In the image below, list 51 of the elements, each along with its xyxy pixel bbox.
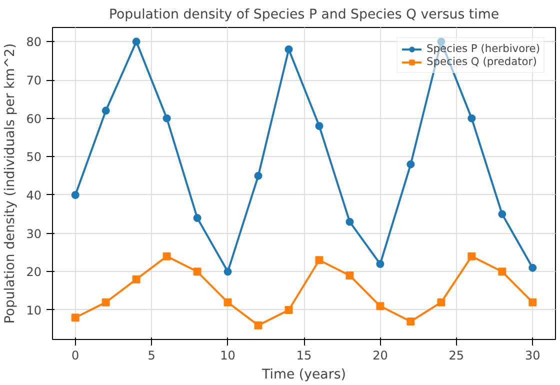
x-tick-label: 0 xyxy=(72,348,80,362)
x-tick-label: 10 xyxy=(220,348,236,362)
point xyxy=(406,317,415,326)
point xyxy=(376,302,384,310)
point xyxy=(132,38,140,46)
point xyxy=(468,114,476,122)
point xyxy=(315,122,324,130)
point xyxy=(437,298,446,306)
point xyxy=(224,268,232,276)
point xyxy=(193,268,202,276)
x-tick-label: 15 xyxy=(296,348,312,362)
point xyxy=(162,114,171,122)
x-tick-label: 5 xyxy=(148,348,156,362)
y-tick-label: 50 xyxy=(26,150,42,164)
point xyxy=(71,191,80,199)
legend-label: Species P (herbivore) xyxy=(426,42,540,55)
point xyxy=(346,271,354,280)
y-tick-label: 10 xyxy=(26,303,42,318)
point xyxy=(528,264,537,272)
point xyxy=(224,298,232,306)
point xyxy=(528,298,537,306)
point xyxy=(498,210,506,218)
y-axis-title: Population density (individuals per km^2) xyxy=(3,43,18,324)
point xyxy=(102,298,110,306)
x-tick-label: 25 xyxy=(448,348,464,362)
y-tick-label: 80 xyxy=(26,35,42,50)
x-axis-title: Time (years) xyxy=(261,368,346,382)
y-tick-label: 60 xyxy=(26,112,42,126)
chart-title: Population density of Species P and Species Q versus time xyxy=(108,8,500,22)
point xyxy=(468,252,476,260)
point xyxy=(376,260,384,268)
point xyxy=(193,214,202,222)
point xyxy=(315,256,324,264)
point xyxy=(102,106,110,115)
point xyxy=(284,306,293,314)
point xyxy=(498,268,506,276)
y-tick-label: 70 xyxy=(26,74,42,88)
y-tick-label: 40 xyxy=(26,188,42,202)
point xyxy=(162,252,171,260)
y-tick-label: 30 xyxy=(26,226,42,241)
point xyxy=(132,275,140,284)
point xyxy=(254,172,262,180)
point xyxy=(406,160,415,168)
y-tick-label: 20 xyxy=(26,265,42,280)
x-tick-label: 20 xyxy=(372,348,388,362)
point xyxy=(71,314,80,322)
point xyxy=(284,45,293,54)
legend-label: Species Q (predator) xyxy=(426,55,537,68)
point xyxy=(346,218,354,226)
x-tick-label: 30 xyxy=(525,348,540,362)
point xyxy=(254,321,262,330)
